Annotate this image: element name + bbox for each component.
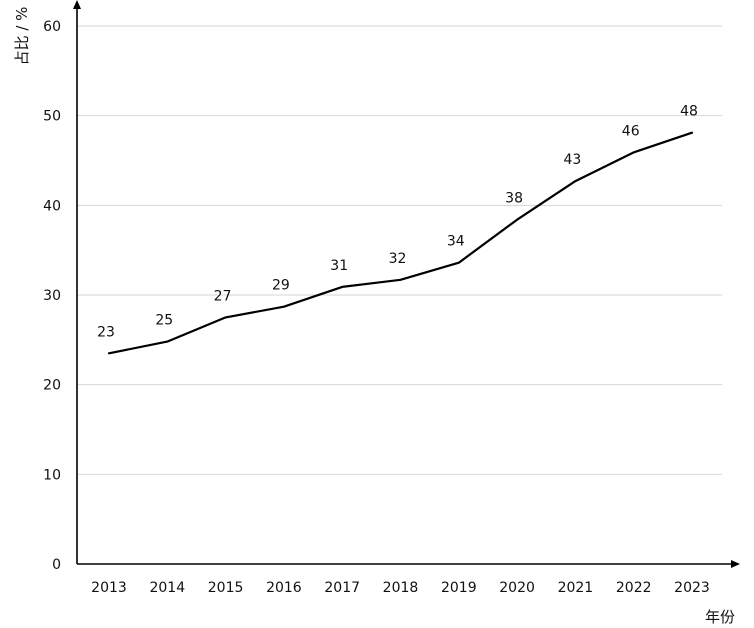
y-tick-label: 50 [43, 109, 61, 125]
x-tick-label: 2014 [149, 580, 185, 596]
data-label: 46 [622, 123, 640, 139]
x-tick-label: 2013 [91, 580, 127, 596]
y-tick-labels: 0 10 20 30 40 50 60 [43, 19, 61, 573]
x-tick-labels: 2013 2014 2015 2016 2017 2018 2019 2020 2021 2022… [91, 580, 710, 596]
data-label: 25 [155, 313, 173, 329]
gridlines [77, 25, 722, 475]
x-axis-arrow [731, 560, 740, 568]
data-label: 32 [389, 251, 407, 267]
x-tick-label: 2021 [558, 580, 594, 596]
y-tick-label: 0 [52, 557, 61, 573]
y-axis-title: 占比 / % [13, 7, 31, 66]
data-label: 43 [563, 152, 581, 168]
data-label: 29 [272, 278, 290, 294]
data-label: 48 [680, 104, 698, 120]
data-label: 34 [447, 234, 465, 250]
x-tick-label: 2017 [324, 580, 360, 596]
data-labels: 23 25 27 29 31 32 34 38 43 46 48 [97, 104, 698, 341]
x-tick-label: 2023 [674, 580, 710, 596]
y-tick-label: 20 [43, 378, 61, 394]
x-tick-label: 2016 [266, 580, 302, 596]
x-axis-title: 年份 [705, 608, 735, 626]
y-tick-label: 10 [43, 467, 61, 483]
data-label: 23 [97, 324, 115, 340]
x-tick-label: 2019 [441, 580, 477, 596]
data-label: 31 [330, 258, 348, 274]
data-label: 27 [214, 288, 232, 304]
series-line [107, 131, 694, 355]
y-tick-label: 40 [43, 198, 61, 214]
y-tick-label: 30 [43, 288, 61, 304]
y-axis-arrow [73, 0, 81, 9]
x-tick-label: 2018 [383, 580, 419, 596]
x-tick-label: 2022 [616, 580, 652, 596]
x-tick-label: 2020 [499, 580, 535, 596]
y-tick-label: 60 [43, 19, 61, 35]
x-tick-label: 2015 [208, 580, 244, 596]
data-label: 38 [505, 191, 523, 207]
